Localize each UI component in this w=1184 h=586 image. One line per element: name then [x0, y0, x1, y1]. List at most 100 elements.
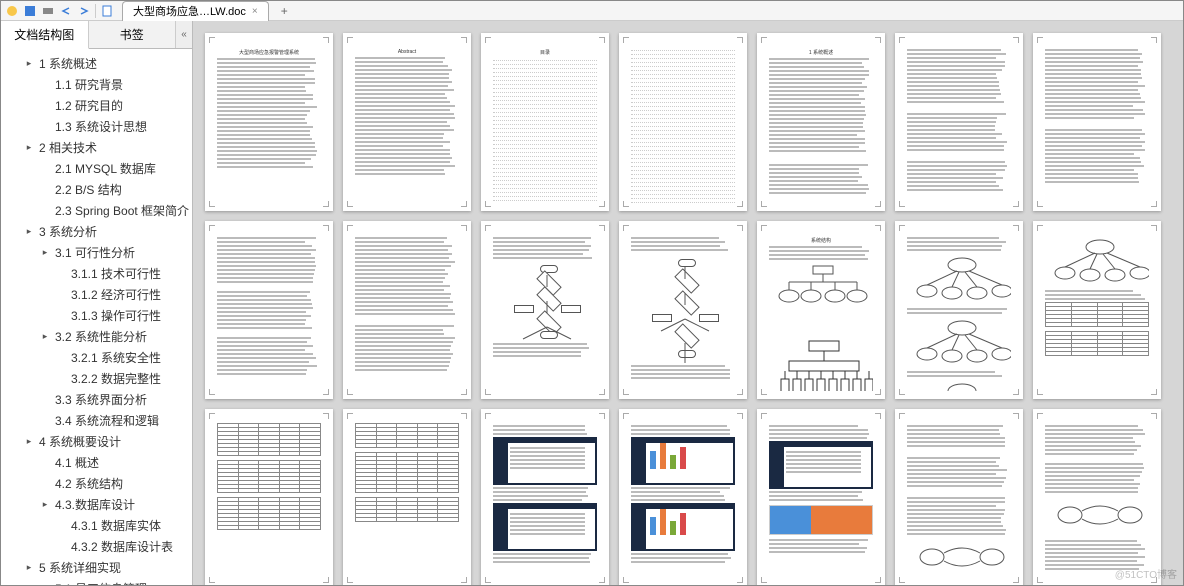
doc-icon[interactable] — [100, 4, 114, 18]
toggle-icon[interactable] — [39, 184, 51, 196]
outline-item[interactable]: ▸3.2 系统性能分析 — [1, 326, 192, 347]
outline-label: 4.3.数据库设计 — [55, 496, 135, 513]
outline-label: 2.1 MYSQL 数据库 — [55, 160, 156, 177]
toggle-icon[interactable] — [39, 100, 51, 112]
outline-item[interactable]: 3.2.1 系统安全性 — [1, 347, 192, 368]
back-icon[interactable] — [5, 4, 19, 18]
page-thumbnail[interactable]: 1 系统概述 — [757, 33, 885, 211]
tab-structure[interactable]: 文档结构图 — [1, 21, 89, 49]
outline-item[interactable]: 1.1 研究背景 — [1, 74, 192, 95]
outline-item[interactable]: 2.1 MYSQL 数据库 — [1, 158, 192, 179]
page-thumbnail[interactable] — [619, 409, 747, 585]
page-thumbnail[interactable] — [1033, 409, 1161, 585]
outline-item[interactable]: 3.4 系统流程和逻辑 — [1, 410, 192, 431]
save-icon[interactable] — [23, 4, 37, 18]
toggle-icon[interactable]: ▸ — [39, 331, 51, 343]
outline-item[interactable]: ▸1 系统概述 — [1, 53, 192, 74]
outline-item[interactable]: 2.2 B/S 结构 — [1, 179, 192, 200]
outline-item[interactable]: ▸ 4.3.数据库设计 — [1, 494, 192, 515]
toggle-icon[interactable]: ▸ — [23, 58, 35, 70]
pages-thumbnails-area[interactable]: 大型商场应急报警管理系统Abstract目录1 系统概述系统结构 @51CTO博… — [193, 21, 1183, 585]
page-thumbnail[interactable] — [757, 409, 885, 585]
close-icon[interactable]: × — [252, 6, 258, 17]
toggle-icon[interactable] — [39, 583, 51, 586]
outline-label: 4.3.2 数据库设计表 — [71, 538, 173, 555]
outline-item[interactable]: 4.3.2 数据库设计表 — [1, 536, 192, 557]
outline-item[interactable]: 4.3.1 数据库实体 — [1, 515, 192, 536]
toggle-icon[interactable]: ▸ — [39, 499, 51, 511]
toggle-icon[interactable] — [39, 457, 51, 469]
page-thumbnail[interactable]: Abstract — [343, 33, 471, 211]
page-thumbnail[interactable] — [205, 221, 333, 399]
page-thumbnail[interactable] — [619, 33, 747, 211]
document-tab[interactable]: 大型商场应急…LW.doc × — [122, 1, 269, 21]
outline-item[interactable]: 4.2 系统结构 — [1, 473, 192, 494]
redo-icon[interactable] — [77, 4, 91, 18]
toggle-icon[interactable] — [39, 79, 51, 91]
page-thumbnail[interactable] — [481, 221, 609, 399]
outline-label: 3.2.2 数据完整性 — [71, 370, 161, 387]
outline-item[interactable]: 2.3 Spring Boot 框架简介 — [1, 200, 192, 221]
toggle-icon[interactable] — [39, 394, 51, 406]
outline-item[interactable]: ▸ 2 相关技术 — [1, 137, 192, 158]
page-thumbnail[interactable] — [343, 409, 471, 585]
toggle-icon[interactable]: ▸ — [23, 436, 35, 448]
page-thumbnail[interactable] — [895, 409, 1023, 585]
page-thumbnail[interactable] — [1033, 221, 1161, 399]
page-thumbnail[interactable] — [481, 409, 609, 585]
toggle-icon[interactable]: ▸ — [23, 226, 35, 238]
outline-item[interactable]: ▸3.1 可行性分析 — [1, 242, 192, 263]
toggle-icon[interactable] — [39, 163, 51, 175]
document-outline[interactable]: ▸1 系统概述1.1 研究背景1.2 研究目的1.3 系统设计思想 ▸ 2 相关技术… — [1, 49, 192, 585]
toggle-icon[interactable] — [39, 478, 51, 490]
outline-item[interactable]: 3.1.3 操作可行性 — [1, 305, 192, 326]
toggle-icon[interactable] — [55, 520, 67, 532]
app-window: 大型商场应急…LW.doc × + 文档结构图 书签 « ▸1 系统概述1.1 … — [0, 0, 1184, 586]
page-thumbnail[interactable]: 目录 — [481, 33, 609, 211]
toggle-icon[interactable] — [39, 205, 51, 217]
toggle-icon[interactable] — [55, 373, 67, 385]
collapse-icon[interactable]: « — [176, 21, 192, 48]
toggle-icon[interactable] — [55, 268, 67, 280]
pages-grid: 大型商场应急报警管理系统Abstract目录 1 系统概述系统结构 — [193, 21, 1183, 585]
toggle-icon[interactable] — [55, 541, 67, 553]
toggle-icon[interactable]: ▸ — [39, 247, 51, 259]
toggle-icon[interactable] — [39, 121, 51, 133]
page-thumbnail[interactable]: 大型商场应急报警管理系统 — [205, 33, 333, 211]
outline-label: 2.3 Spring Boot 框架简介 — [55, 202, 189, 219]
outline-item[interactable]: 3.2.2 数据完整性 — [1, 368, 192, 389]
page-thumbnail[interactable] — [1033, 33, 1161, 211]
outline-item[interactable]: 3.1.1 技术可行性 — [1, 263, 192, 284]
outline-item[interactable]: 1.3 系统设计思想 — [1, 116, 192, 137]
outline-item[interactable]: 1.2 研究目的 — [1, 95, 192, 116]
outline-item[interactable]: 5.1 员工信息管理 — [1, 578, 192, 585]
outline-label: 5.1 员工信息管理 — [55, 580, 147, 585]
page-thumbnail[interactable] — [619, 221, 747, 399]
page-thumbnail[interactable]: 系统结构 — [757, 221, 885, 399]
outline-label: 2 相关技术 — [39, 139, 97, 156]
outline-item[interactable]: ▸3 系统分析 — [1, 221, 192, 242]
top-toolbar: 大型商场应急…LW.doc × + — [1, 1, 1183, 21]
tab-bookmark[interactable]: 书签 — [89, 21, 177, 48]
page-thumbnail[interactable] — [343, 221, 471, 399]
toggle-icon[interactable]: ▸ — [23, 562, 35, 574]
print-icon[interactable] — [41, 4, 55, 18]
outline-item[interactable]: 3.1.2 经济可行性 — [1, 284, 192, 305]
page-thumbnail[interactable] — [895, 221, 1023, 399]
outline-item[interactable]: ▸4 系统概要设计 — [1, 431, 192, 452]
outline-label: 4.1 概述 — [55, 454, 99, 471]
outline-item[interactable]: 4.1 概述 — [1, 452, 192, 473]
undo-icon[interactable] — [59, 4, 73, 18]
toggle-icon[interactable] — [55, 289, 67, 301]
page-thumbnail[interactable] — [895, 33, 1023, 211]
outline-item[interactable]: 3.3 系统界面分析 — [1, 389, 192, 410]
toggle-icon[interactable] — [39, 415, 51, 427]
tab-title: 大型商场应急…LW.doc — [133, 3, 246, 19]
toggle-icon[interactable] — [55, 352, 67, 364]
new-tab-button[interactable]: + — [273, 4, 296, 18]
toggle-icon[interactable] — [55, 310, 67, 322]
outline-label: 2.2 B/S 结构 — [55, 181, 122, 198]
toggle-icon[interactable]: ▸ — [23, 142, 35, 154]
page-thumbnail[interactable] — [205, 409, 333, 585]
outline-item[interactable]: ▸5 系统详细实现 — [1, 557, 192, 578]
